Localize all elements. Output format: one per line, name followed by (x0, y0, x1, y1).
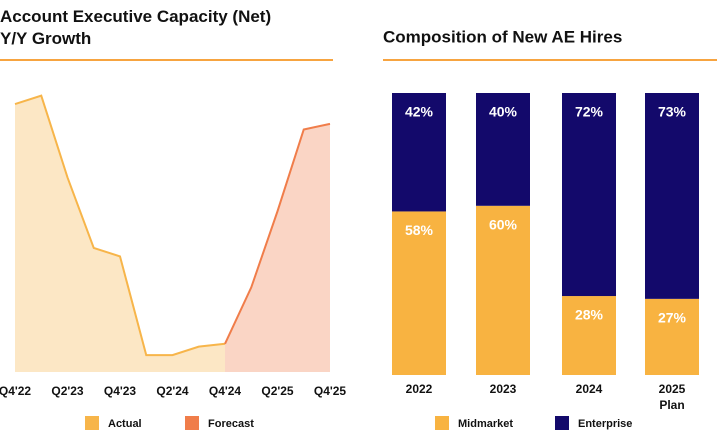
x-tick-label: 2025 Plan (659, 382, 686, 412)
x-tick-label: Q2'23 (51, 384, 84, 398)
x-tick-label: Q2'25 (261, 384, 294, 398)
legend-label: Actual (108, 418, 142, 430)
value-label: 60% (489, 217, 518, 233)
legend-label: Midmarket (458, 418, 513, 430)
value-label: 73% (658, 104, 687, 120)
area-line (224, 122, 331, 345)
bar-segment (476, 93, 530, 206)
value-label: 28% (575, 307, 604, 323)
x-tick-label: Q4'22 (0, 384, 31, 398)
x-tick-label: 2022 (406, 382, 433, 396)
value-label: 58% (405, 222, 434, 238)
right-title: Composition of New AE Hires (383, 27, 622, 46)
x-tick-label: Q4'25 (314, 384, 347, 398)
legend-swatch (185, 416, 199, 430)
legend-swatch (555, 416, 569, 430)
value-label: 72% (575, 104, 604, 120)
bar-segment (645, 93, 699, 299)
x-tick-label: Q4'24 (209, 384, 242, 398)
left-title: Account Executive Capacity (Net) Y/Y Grow… (0, 7, 271, 48)
legend-label: Forecast (208, 418, 254, 430)
x-tick-label: Q4'23 (104, 384, 137, 398)
area-line (14, 94, 226, 357)
bar-segment (645, 298, 699, 375)
value-label: 40% (489, 104, 518, 120)
legend-label: Enterprise (578, 418, 632, 430)
legend-swatch (435, 416, 449, 430)
legend-swatch (85, 416, 99, 430)
x-tick-label: 2024 (576, 382, 603, 396)
value-label: 27% (658, 310, 687, 326)
x-tick-label: 2023 (490, 382, 517, 396)
area-fill (15, 95, 225, 372)
bar-segment (392, 93, 446, 212)
bar-segment (392, 211, 446, 375)
bar-segment (562, 93, 616, 297)
area-fill (225, 123, 330, 372)
x-tick-label: Q2'24 (156, 384, 189, 398)
bar-segment (562, 296, 616, 375)
value-label: 42% (405, 104, 434, 120)
bar-segment (476, 205, 530, 375)
